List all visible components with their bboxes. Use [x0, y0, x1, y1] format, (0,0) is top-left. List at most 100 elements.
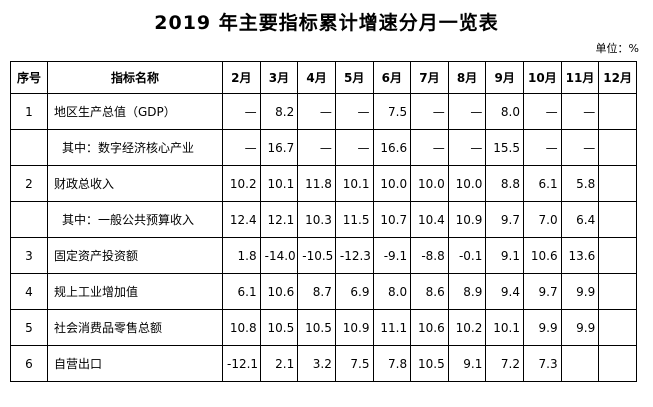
table-row: 3 固定资产投资额 1.8 -14.0 -10.5 -12.3 -9.1 -8.8 -0.1 9.…	[10, 237, 637, 274]
value-cell: —	[447, 129, 487, 166]
value-cell	[598, 273, 637, 310]
value-cell	[598, 93, 637, 130]
header-cell: 3月	[259, 61, 299, 94]
value-cell: -8.8	[410, 237, 449, 274]
indicator-name: 固定资产投资额	[47, 237, 223, 274]
indicator-name: 自营出口	[47, 345, 223, 382]
value-cell: 6.4	[560, 201, 600, 238]
title: 2019 年主要指标累计增速分月一览表	[154, 12, 499, 34]
value-cell: 7.3	[523, 345, 562, 382]
header-cell: 5月	[334, 61, 374, 94]
table-row: 4 规上工业增加值 6.1 10.6 8.7 6.9 8.0 8.6 8.9 9.4 9.7 9.9	[10, 273, 637, 310]
value-cell: 6.9	[334, 273, 374, 310]
indicator-name: 其中：数字经济核心产业	[47, 129, 223, 166]
value-cell: 9.7	[485, 201, 524, 238]
value-cell: 10.2	[222, 165, 261, 202]
header-cell: 7月	[410, 61, 449, 94]
header-cell: 序号	[10, 61, 48, 94]
value-cell: 8.0	[372, 273, 412, 310]
value-cell: 7.5	[372, 93, 412, 130]
indicator-name: 其中：一般公共预算收入	[47, 201, 223, 238]
value-cell: 6.1	[523, 165, 562, 202]
table-body: 1 地区生产总值（GDP） —8.2— —7.5— —8.0— — 其中：数字经济核心产业 —…	[10, 93, 637, 382]
value-cell: 10.5	[297, 309, 336, 346]
value-cell: 8.0	[485, 93, 524, 130]
value-cell	[598, 345, 637, 382]
header-cell: 6月	[372, 61, 412, 94]
row-number: 1	[10, 93, 48, 130]
value-cell: 11.5	[334, 201, 374, 238]
header-cell: 4月	[297, 61, 336, 94]
value-cell: 10.1	[259, 165, 299, 202]
header-cell: 11月	[560, 61, 600, 94]
value-cell: —	[334, 129, 374, 166]
value-cell: 10.4	[410, 201, 449, 238]
value-cell: —	[334, 93, 374, 130]
value-cell: —	[222, 93, 261, 130]
indicator-name: 社会消费品零售总额	[47, 309, 223, 346]
row-number: 3	[10, 237, 48, 274]
value-cell: 10.9	[334, 309, 374, 346]
header-cell: 9月	[485, 61, 524, 94]
value-cell: 7.2	[485, 345, 524, 382]
value-cell: 10.0	[447, 165, 487, 202]
header-row: 序号 指标名称 2月 3月 4月 5月 6月 7月 8月 9月 10月 11月 12月	[10, 61, 637, 94]
header-cell: 12月	[598, 61, 637, 94]
value-cell: 10.1	[485, 309, 524, 346]
indicator-name: 规上工业增加值	[47, 273, 223, 310]
value-cell: 7.0	[523, 201, 562, 238]
row-number	[10, 201, 48, 238]
value-cell: 10.6	[259, 273, 299, 310]
value-cell: 10.7	[372, 201, 412, 238]
value-cell: 1.8	[222, 237, 261, 274]
unit-label: 单位：%	[595, 42, 639, 55]
row-number: 5	[10, 309, 48, 346]
value-cell: 10.6	[523, 237, 562, 274]
value-cell: 10.5	[410, 345, 449, 382]
header-cell: 指标名称	[47, 61, 223, 94]
value-cell: 12.4	[222, 201, 261, 238]
value-cell: —	[560, 129, 600, 166]
value-cell	[598, 237, 637, 274]
table-row: 其中：数字经济核心产业 —16.7— —16.6— —15.5— —	[10, 129, 637, 166]
value-cell: -14.0	[259, 237, 299, 274]
value-cell: 8.9	[447, 273, 487, 310]
value-cell: 8.7	[297, 273, 336, 310]
value-cell: 8.2	[259, 93, 299, 130]
value-cell: 8.8	[485, 165, 524, 202]
value-cell	[598, 309, 637, 346]
value-cell: 6.1	[222, 273, 261, 310]
header-cell: 2月	[222, 61, 261, 94]
value-cell: 5.8	[560, 165, 600, 202]
value-cell: 9.1	[485, 237, 524, 274]
value-cell: 10.0	[410, 165, 449, 202]
row-number: 6	[10, 345, 48, 382]
table-row: 其中：一般公共预算收入 12.4 12.1 10.3 11.5 10.7 10.4 10.9 9…	[10, 201, 637, 238]
value-cell: -0.1	[447, 237, 487, 274]
value-cell: —	[297, 129, 336, 166]
value-cell: 10.1	[334, 165, 374, 202]
value-cell: 9.4	[485, 273, 524, 310]
value-cell: —	[447, 93, 487, 130]
value-cell: 10.0	[372, 165, 412, 202]
table-row: 2 财政总收入 10.2 10.1 11.8 10.1 10.0 10.0 10.0 8.8 6.1…	[10, 165, 637, 202]
table-row: 5 社会消费品零售总额 10.8 10.5 10.5 10.9 11.1 10.6 10.2 10…	[10, 309, 637, 346]
value-cell: —	[297, 93, 336, 130]
value-cell: 10.3	[297, 201, 336, 238]
indicator-name: 地区生产总值（GDP）	[47, 93, 223, 130]
value-cell	[598, 165, 637, 202]
value-cell: -10.5	[297, 237, 336, 274]
value-cell: 9.7	[523, 273, 562, 310]
table-row: 6 自营出口 -12.1 2.1 3.2 7.5 7.8 10.5 9.1 7.2 7.3	[10, 345, 637, 382]
value-cell: 9.9	[523, 309, 562, 346]
value-cell: 10.6	[410, 309, 449, 346]
value-cell: 11.8	[297, 165, 336, 202]
value-cell: —	[523, 129, 562, 166]
value-cell: 10.5	[259, 309, 299, 346]
value-cell: 9.1	[447, 345, 487, 382]
value-cell	[598, 201, 637, 238]
value-cell: 11.1	[372, 309, 412, 346]
value-cell	[560, 345, 600, 382]
value-cell: -12.1	[222, 345, 261, 382]
